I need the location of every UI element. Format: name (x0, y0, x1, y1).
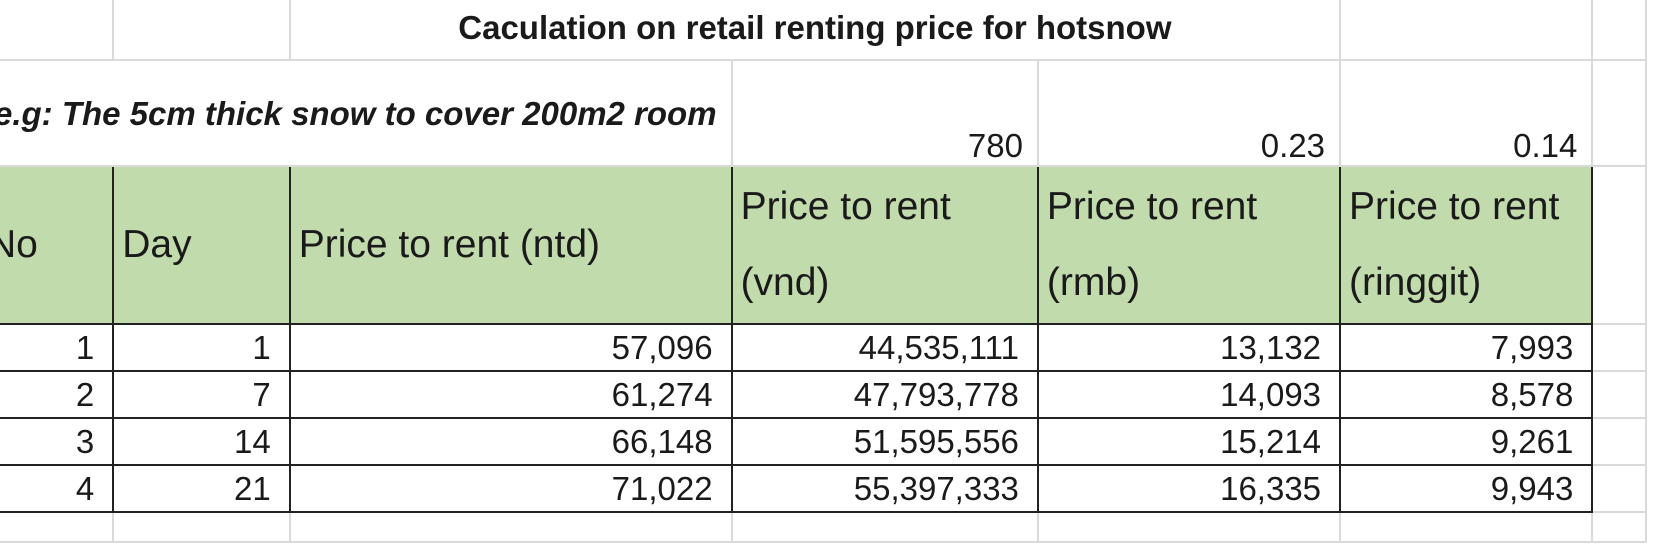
header-row: No Day Price to rent (ntd) Price to rent… (0, 165, 1647, 325)
title-row: Caculation on retail renting price for h… (0, 0, 1647, 61)
table-row: 3 14 66,148 51,595,556 15,214 9,261 (0, 417, 1647, 466)
header-price-ntd[interactable]: Price to rent (ntd) (288, 165, 733, 325)
cell-no[interactable]: 2 (0, 370, 115, 419)
cell-ringgit[interactable]: 8,578 (1339, 370, 1594, 419)
cell-no[interactable]: 3 (0, 417, 115, 466)
header-price-ringgit[interactable]: Price to rent (ringgit) (1339, 165, 1594, 325)
header-price-vnd[interactable]: Price to rent (vnd) (730, 165, 1039, 325)
cell[interactable] (1591, 323, 1647, 372)
rate-ringgit[interactable]: 0.14 (1339, 59, 1594, 167)
cell[interactable] (1036, 511, 1342, 543)
cell-rmb[interactable]: 16,335 (1036, 464, 1342, 513)
cell[interactable] (1591, 165, 1647, 325)
cell-ringgit[interactable]: 9,261 (1339, 417, 1594, 466)
cell[interactable] (112, 0, 291, 61)
cell[interactable] (1591, 511, 1647, 543)
header-price-rmb[interactable]: Price to rent (rmb) (1036, 165, 1342, 325)
cell-vnd[interactable]: 55,397,333 (730, 464, 1039, 513)
table-row: 1 1 57,096 44,535,111 13,132 7,993 (0, 323, 1647, 372)
header-day[interactable]: Day (112, 165, 291, 325)
cell-day[interactable]: 1 (112, 323, 291, 372)
cell[interactable] (1591, 370, 1647, 419)
cell-ntd[interactable]: 61,274 (288, 370, 733, 419)
cell-no[interactable]: 1 (0, 323, 115, 372)
cell-vnd[interactable]: 47,793,778 (730, 370, 1039, 419)
cell-no[interactable]: 4 (0, 464, 115, 513)
cell[interactable] (1339, 511, 1594, 543)
cell-day[interactable]: 14 (112, 417, 291, 466)
cell[interactable] (730, 511, 1039, 543)
table-row: 4 21 71,022 55,397,333 16,335 9,943 (0, 464, 1647, 513)
rate-vnd[interactable]: 780 (730, 59, 1039, 167)
cell[interactable] (1591, 0, 1647, 61)
cell-ntd[interactable]: 66,148 (288, 417, 733, 466)
cell-day[interactable]: 7 (112, 370, 291, 419)
cell-rmb[interactable]: 15,214 (1036, 417, 1342, 466)
cell-vnd[interactable]: 51,595,556 (730, 417, 1039, 466)
cell-vnd[interactable]: 44,535,111 (730, 323, 1039, 372)
price-table: Caculation on retail renting price for h… (0, 0, 1647, 543)
cell-ringgit[interactable]: 7,993 (1339, 323, 1594, 372)
cell[interactable] (1339, 0, 1594, 61)
cell-rmb[interactable]: 13,132 (1036, 323, 1342, 372)
cell-day[interactable]: 21 (112, 464, 291, 513)
cell[interactable] (288, 511, 733, 543)
note-row: e.g: The 5cm thick snow to cover 200m2 r… (0, 59, 1647, 167)
cell-ringgit[interactable]: 9,943 (1339, 464, 1594, 513)
rate-rmb[interactable]: 0.23 (1036, 59, 1342, 167)
cell[interactable] (1591, 417, 1647, 466)
cell-ntd[interactable]: 57,096 (288, 323, 733, 372)
cell[interactable] (0, 511, 115, 543)
cell[interactable] (1591, 59, 1647, 167)
cell[interactable] (1591, 464, 1647, 513)
cell[interactable] (112, 511, 291, 543)
header-no[interactable]: No (0, 165, 115, 325)
example-note[interactable]: e.g: The 5cm thick snow to cover 200m2 r… (0, 59, 733, 167)
sheet-title[interactable]: Caculation on retail renting price for h… (288, 0, 1342, 61)
cell[interactable] (0, 0, 115, 61)
cell-rmb[interactable]: 14,093 (1036, 370, 1342, 419)
table-row: 2 7 61,274 47,793,778 14,093 8,578 (0, 370, 1647, 419)
empty-row (0, 511, 1647, 543)
cell-ntd[interactable]: 71,022 (288, 464, 733, 513)
